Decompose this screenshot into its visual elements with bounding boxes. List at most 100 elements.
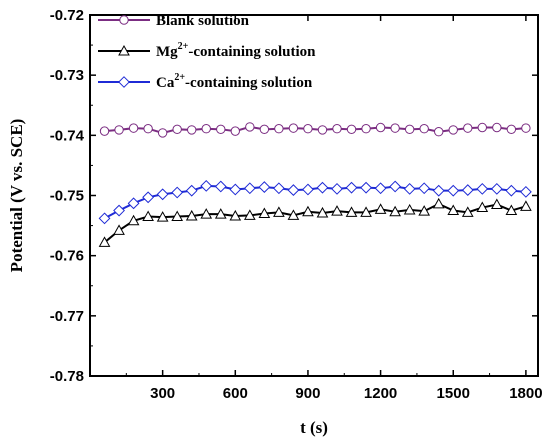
- x-tick-label: 1500: [437, 385, 470, 402]
- data-point: [476, 182, 489, 195]
- data-point: [99, 126, 110, 136]
- data-point: [360, 181, 372, 194]
- data-point: [156, 188, 169, 201]
- legend-item: Mg2+-containing solution: [98, 41, 316, 60]
- x-tick-label: 1800: [509, 385, 542, 402]
- data-point: [259, 124, 270, 135]
- data-point: [288, 123, 299, 133]
- data-point: [302, 183, 314, 196]
- data-point: [113, 224, 125, 235]
- data-point: [273, 206, 285, 217]
- x-tick-label: 900: [295, 385, 320, 402]
- data-point: [201, 124, 211, 134]
- data-point: [142, 210, 154, 222]
- legend-item: Blank solution: [98, 13, 250, 29]
- data-point: [243, 182, 256, 195]
- data-point: [171, 210, 184, 222]
- data-point: [119, 15, 129, 25]
- data-point: [463, 123, 473, 133]
- data-point: [243, 209, 256, 220]
- data-point: [418, 182, 431, 195]
- legend-label-rest: -containing solution: [185, 75, 313, 91]
- legend-label-superscript: 2+: [174, 72, 185, 83]
- legend-item: Ca2+-containing solution: [98, 72, 313, 91]
- data-point: [332, 124, 342, 134]
- data-point: [490, 182, 503, 195]
- series-line: [104, 125, 526, 134]
- legend-label: Mg2+-containing solution: [156, 41, 316, 60]
- data-point: [492, 122, 502, 133]
- data-point: [389, 205, 401, 217]
- data-point: [127, 197, 140, 210]
- data-point: [127, 214, 140, 226]
- data-point: [143, 124, 153, 134]
- data-point: [302, 205, 314, 217]
- data-point: [229, 183, 242, 196]
- data-point: [287, 209, 300, 220]
- y-tick-label: -0.73: [50, 67, 84, 84]
- x-axis-title: t (s): [300, 418, 328, 437]
- legend-label: Ca2+-containing solution: [156, 72, 313, 91]
- data-point: [505, 184, 518, 197]
- axis-layer: -0.72 -0.73 -0.74 -0.75 -0.76 -0.77 -0.78 300 60…: [50, 7, 543, 402]
- data-point: [390, 123, 400, 133]
- data-point: [200, 179, 213, 192]
- data-point: [128, 123, 139, 133]
- data-point: [214, 180, 227, 193]
- data-point: [432, 184, 445, 197]
- data-point: [361, 124, 371, 134]
- data-point: [142, 191, 155, 204]
- data-point: [403, 203, 416, 215]
- data-point: [447, 204, 460, 216]
- data-point: [461, 206, 474, 217]
- data-point: [403, 182, 416, 195]
- data-point: [346, 124, 357, 135]
- series-diamond: [98, 179, 532, 225]
- legend-label-rest: -containing solution: [188, 44, 316, 60]
- data-point: [258, 181, 271, 193]
- data-point: [214, 208, 227, 219]
- legend-label-main: Blank solution: [156, 13, 250, 29]
- data-point: [230, 126, 240, 136]
- legend-label-main: Ca: [156, 75, 175, 91]
- data-point: [274, 124, 284, 134]
- data-point: [434, 127, 444, 137]
- data-point: [157, 128, 168, 138]
- y-tick-label: -0.75: [50, 188, 84, 205]
- data-point: [374, 182, 387, 195]
- data-point: [316, 206, 329, 218]
- data-point: [331, 182, 343, 195]
- x-tick-label: 300: [150, 385, 175, 402]
- data-point: [521, 123, 531, 133]
- data-point: [505, 204, 518, 216]
- data-point: [245, 122, 255, 132]
- data-point: [185, 209, 198, 221]
- data-point: [418, 205, 431, 216]
- data-point: [317, 125, 328, 135]
- data-point: [519, 185, 532, 198]
- series-circle: [99, 122, 531, 138]
- data-point: [118, 76, 130, 88]
- data-point: [272, 182, 285, 195]
- series-layer: [98, 122, 532, 247]
- y-tick-label: -0.78: [50, 368, 84, 385]
- data-point: [477, 122, 488, 133]
- y-tick-label: -0.74: [50, 127, 85, 144]
- legend-label-superscript: 2+: [178, 41, 189, 52]
- data-point: [118, 44, 130, 56]
- data-point: [172, 124, 182, 135]
- data-point: [419, 124, 429, 134]
- data-point: [345, 181, 358, 194]
- data-point: [506, 124, 517, 135]
- legend-label-main: Mg: [156, 44, 178, 60]
- legend-label: Blank solution: [156, 13, 250, 29]
- data-point: [98, 212, 111, 225]
- data-point: [216, 124, 226, 135]
- data-point: [287, 184, 300, 196]
- data-point: [490, 198, 503, 210]
- series-line: [103, 202, 527, 244]
- data-point: [303, 124, 313, 134]
- data-point: [345, 206, 358, 217]
